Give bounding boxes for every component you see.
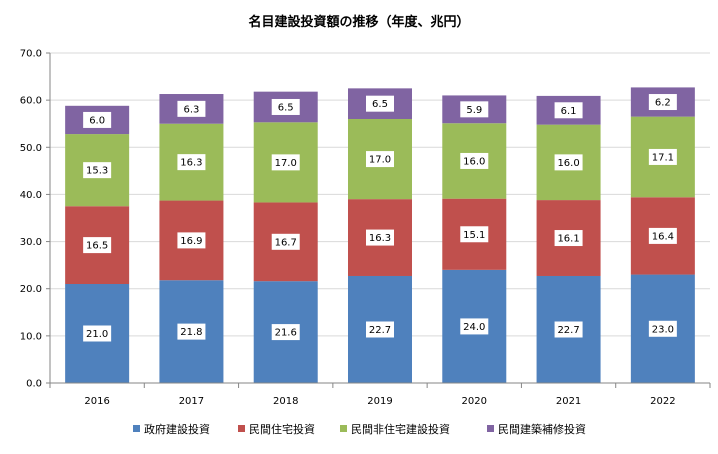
data-label-box bbox=[177, 323, 206, 340]
y-axis: 0.0 10.0 20.0 30.0 40.0 50.0 60.0 70.0 bbox=[20, 49, 51, 390]
x-tick-label: 2020 bbox=[462, 396, 487, 407]
data-label-box bbox=[271, 324, 300, 341]
data-label-box bbox=[177, 100, 206, 117]
bars: 21.0 16.5 15.3 6.0 21.8 16.9 16.3 6.3 21.6 16.7 17… bbox=[65, 87, 695, 383]
x-tick-label: 2017 bbox=[179, 396, 204, 407]
data-label-box bbox=[83, 325, 112, 342]
data-label: 16.9 bbox=[180, 236, 202, 247]
x-tick-label: 2016 bbox=[84, 396, 109, 407]
data-label-box bbox=[460, 318, 489, 335]
y-tick-label: 40.0 bbox=[20, 190, 42, 201]
data-label: 17.1 bbox=[652, 152, 674, 163]
data-label-box bbox=[83, 237, 112, 254]
data-label-box bbox=[460, 152, 489, 169]
data-label: 16.0 bbox=[557, 158, 579, 169]
data-label-box bbox=[554, 154, 583, 171]
y-tick-label: 10.0 bbox=[20, 331, 42, 342]
y-tick-label: 20.0 bbox=[20, 284, 42, 295]
data-label-box bbox=[366, 229, 394, 246]
data-label-box bbox=[460, 101, 489, 118]
data-label-box bbox=[648, 320, 677, 337]
legend: 政府建設投資 民間住宅投資 民間非住宅建設投資 民間建築補修投資 bbox=[133, 422, 586, 436]
y-tick-label: 0.0 bbox=[26, 379, 42, 390]
chart-title: 名目建設投資額の推移（年度、兆円） bbox=[248, 14, 469, 30]
data-label-box bbox=[366, 321, 394, 338]
data-label: 21.0 bbox=[86, 329, 108, 340]
data-label-box bbox=[554, 102, 583, 119]
data-label: 16.0 bbox=[463, 156, 485, 167]
data-label: 6.5 bbox=[372, 99, 388, 110]
data-label-box bbox=[271, 154, 300, 171]
data-label-box bbox=[366, 95, 394, 112]
data-label-box bbox=[648, 227, 677, 244]
data-label-box bbox=[366, 151, 394, 168]
legend-entry: 民間非住宅建設投資 bbox=[351, 422, 450, 436]
data-label-box bbox=[648, 94, 677, 111]
data-label: 6.3 bbox=[183, 104, 199, 115]
data-label-box bbox=[648, 148, 677, 165]
data-label: 21.6 bbox=[275, 328, 297, 339]
data-label: 15.1 bbox=[463, 230, 485, 241]
legend-swatch bbox=[238, 425, 245, 432]
data-label: 15.3 bbox=[86, 166, 108, 177]
data-label: 17.0 bbox=[369, 155, 391, 166]
legend-swatch bbox=[340, 425, 347, 432]
legend-entry: 民間住宅投資 bbox=[249, 422, 315, 436]
x-tick-label: 2018 bbox=[273, 396, 298, 407]
data-label: 16.4 bbox=[652, 231, 674, 242]
data-label: 22.7 bbox=[557, 325, 579, 336]
y-tick-label: 70.0 bbox=[20, 49, 42, 60]
data-label: 6.1 bbox=[561, 106, 577, 117]
data-label: 6.0 bbox=[89, 115, 105, 126]
data-label: 23.0 bbox=[652, 324, 674, 335]
x-tick-label: 2021 bbox=[556, 396, 581, 407]
y-tick-label: 30.0 bbox=[20, 237, 42, 248]
data-label: 16.7 bbox=[275, 237, 297, 248]
data-label-box bbox=[460, 226, 489, 243]
data-label-box bbox=[271, 233, 300, 250]
legend-swatch bbox=[487, 425, 494, 432]
data-label-box bbox=[83, 162, 112, 179]
data-label-box bbox=[271, 98, 300, 115]
data-label-box bbox=[177, 154, 206, 171]
data-label: 16.3 bbox=[369, 233, 391, 244]
data-label: 24.0 bbox=[463, 322, 485, 333]
y-tick-label: 60.0 bbox=[20, 96, 42, 107]
data-label-box bbox=[177, 232, 206, 249]
data-label: 5.9 bbox=[466, 105, 482, 116]
legend-entry: 民間建築補修投資 bbox=[498, 422, 586, 436]
x-tick-label: 2019 bbox=[367, 396, 392, 407]
data-label: 16.5 bbox=[86, 241, 108, 252]
data-label: 21.8 bbox=[180, 327, 202, 338]
data-label: 22.7 bbox=[369, 325, 391, 336]
data-label-box bbox=[554, 230, 583, 247]
data-label-box bbox=[83, 111, 112, 128]
y-tick-label: 50.0 bbox=[20, 143, 42, 154]
x-tick-label: 2022 bbox=[650, 396, 675, 407]
data-label: 6.5 bbox=[278, 102, 294, 113]
legend-swatch bbox=[133, 425, 140, 432]
legend-entry: 政府建設投資 bbox=[144, 422, 210, 436]
data-label-box bbox=[554, 321, 583, 338]
x-axis: 2016 2017 2018 2019 2020 2021 2022 bbox=[49, 382, 711, 407]
data-label: 6.2 bbox=[655, 98, 671, 109]
data-label: 16.1 bbox=[557, 234, 579, 245]
data-label: 16.3 bbox=[180, 158, 202, 169]
data-label: 17.0 bbox=[275, 158, 297, 169]
